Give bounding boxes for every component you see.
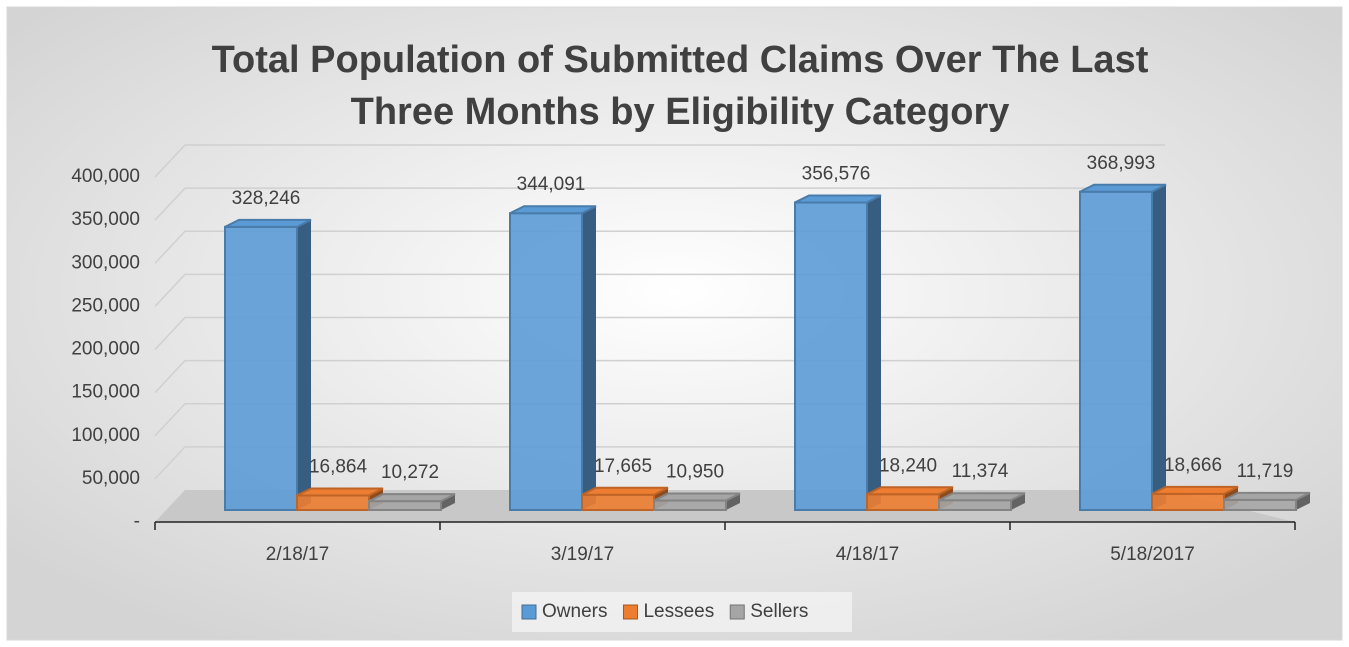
bar-side xyxy=(1296,492,1310,510)
data-label: 10,950 xyxy=(666,462,724,483)
bar-top xyxy=(1079,183,1167,193)
bar xyxy=(368,493,456,512)
bar xyxy=(1079,183,1167,511)
data-label: 11,719 xyxy=(1237,461,1294,482)
y-tick-label: 350,000 xyxy=(71,209,140,230)
legend-label: Sellers xyxy=(750,601,808,622)
bar xyxy=(794,194,882,512)
x-tick-label: 2/18/17 xyxy=(266,544,329,565)
bar-top xyxy=(509,205,597,215)
data-label: 344,091 xyxy=(517,174,586,195)
x-tick-label: 4/18/17 xyxy=(836,544,899,565)
bar-top xyxy=(1223,491,1311,501)
bar xyxy=(224,218,312,511)
data-label: 328,246 xyxy=(232,188,301,209)
bar-top xyxy=(794,194,882,204)
data-label: 10,272 xyxy=(381,462,439,483)
y-tick-label: 300,000 xyxy=(71,252,140,273)
bar-side xyxy=(867,195,881,511)
x-tick-label: 3/19/17 xyxy=(551,544,614,565)
bar-front xyxy=(653,499,727,512)
bar-top xyxy=(866,486,954,496)
bar xyxy=(296,487,384,512)
bar-front xyxy=(866,493,940,512)
bar-side xyxy=(441,494,455,510)
bar-top xyxy=(1151,485,1239,495)
bar-top xyxy=(224,218,312,228)
data-label: 18,240 xyxy=(879,455,937,476)
bar-front xyxy=(296,494,370,512)
legend-swatch xyxy=(521,604,537,620)
y-tick-label: 50,000 xyxy=(82,468,140,489)
bar xyxy=(938,492,1026,511)
y-tick-label: 200,000 xyxy=(71,339,140,360)
bar-front xyxy=(368,500,442,512)
bar xyxy=(653,492,741,512)
bar-front xyxy=(1151,492,1225,511)
bar-front xyxy=(224,225,298,511)
legend-swatch xyxy=(729,604,745,620)
bar-front xyxy=(938,499,1012,511)
grid-line xyxy=(154,187,1165,221)
bar-side xyxy=(1152,184,1166,510)
legend-label: Owners xyxy=(542,601,607,622)
x-tick-label: 5/18/2017 xyxy=(1110,544,1195,565)
bar-front xyxy=(794,201,868,512)
bar-top xyxy=(296,487,384,497)
bar-side xyxy=(582,206,596,511)
data-label: 17,665 xyxy=(594,456,652,477)
legend-box xyxy=(512,592,852,632)
data-label: 11,374 xyxy=(952,461,1009,482)
bar-front xyxy=(1079,190,1153,511)
bar-top xyxy=(368,493,456,503)
bar-top xyxy=(581,486,669,496)
y-tick-label: 100,000 xyxy=(71,425,140,446)
y-tick-label: 150,000 xyxy=(71,382,140,403)
bar-front xyxy=(1223,498,1297,512)
y-tick-label: 250,000 xyxy=(71,295,140,316)
bar-top xyxy=(653,492,741,502)
bar xyxy=(509,205,597,511)
bar-front xyxy=(509,212,583,511)
bar-front xyxy=(581,493,655,512)
data-label: 16,864 xyxy=(309,456,368,477)
bar-side xyxy=(297,219,311,511)
legend-swatch xyxy=(622,604,638,620)
data-label: 18,666 xyxy=(1164,455,1222,476)
bar xyxy=(1223,491,1311,512)
y-tick-label: - xyxy=(134,511,140,532)
chart-title: Total Population of Submitted Claims Ove… xyxy=(211,39,1149,133)
bar-side xyxy=(1011,493,1025,510)
y-tick-label: 400,000 xyxy=(71,166,140,187)
data-label: 356,576 xyxy=(802,163,871,184)
bar-side xyxy=(726,493,740,510)
legend-label: Lessees xyxy=(643,601,714,622)
grid-line xyxy=(154,144,1165,178)
data-label: 368,993 xyxy=(1087,153,1156,174)
bar-top xyxy=(938,492,1026,502)
